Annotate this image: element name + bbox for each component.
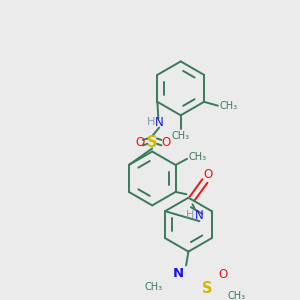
Text: CH₃: CH₃ <box>145 282 163 292</box>
Text: O: O <box>161 136 171 149</box>
Text: N: N <box>173 267 184 280</box>
Text: H: H <box>186 210 194 220</box>
Text: S: S <box>147 135 158 150</box>
Text: CH₃: CH₃ <box>228 291 246 300</box>
Text: H: H <box>146 117 155 127</box>
Text: CH₃: CH₃ <box>220 101 238 112</box>
Text: CH₃: CH₃ <box>172 131 190 141</box>
Text: N: N <box>195 208 204 221</box>
Text: CH₃: CH₃ <box>188 152 206 162</box>
Text: O: O <box>135 136 145 149</box>
Text: N: N <box>155 116 164 129</box>
Text: S: S <box>202 281 213 296</box>
Text: O: O <box>218 268 228 281</box>
Text: O: O <box>203 169 212 182</box>
